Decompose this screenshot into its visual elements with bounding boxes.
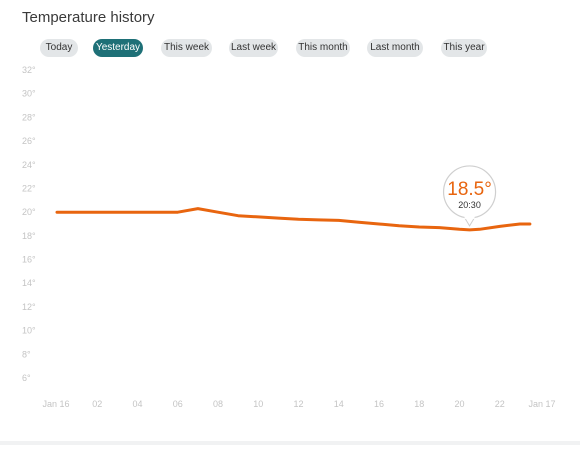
y-tick-label: 24° (22, 160, 36, 170)
temperature-line (55, 207, 532, 232)
divider (0, 441, 580, 445)
x-tick-label: 08 (213, 399, 223, 409)
y-tick-label: 8° (22, 349, 31, 359)
x-tick-label: 06 (173, 399, 183, 409)
y-tick-label: 22° (22, 183, 36, 193)
x-tick-label: 10 (253, 399, 263, 409)
x-tick-label: 12 (293, 399, 303, 409)
range-today-button[interactable]: Today (40, 39, 78, 57)
range-this-year-button[interactable]: This year (441, 39, 487, 57)
y-tick-label: 30° (22, 89, 36, 99)
y-tick-label: 14° (22, 278, 36, 288)
range-last-week-button[interactable]: Last week (229, 39, 278, 57)
x-tick-label: 02 (92, 399, 102, 409)
y-tick-label: 6° (22, 373, 31, 383)
y-tick-label: 10° (22, 326, 36, 336)
page-title: Temperature history (22, 9, 155, 26)
range-this-month-button[interactable]: This month (296, 39, 350, 57)
x-tick-label: Jan 17 (528, 399, 555, 409)
y-tick-label: 26° (22, 136, 36, 146)
range-last-month-button[interactable]: Last month (367, 39, 423, 57)
range-yesterday-button[interactable]: Yesterday (93, 39, 143, 57)
x-tick-label: 14 (334, 399, 344, 409)
x-tick-label: Jan 16 (42, 399, 69, 409)
x-tick-label: 18 (414, 399, 424, 409)
tooltip-time: 20:30 (458, 200, 481, 210)
y-tick-label: 28° (22, 112, 36, 122)
y-tick-label: 32° (22, 65, 36, 75)
y-tick-label: 18° (22, 231, 36, 241)
x-tick-label: 20 (454, 399, 464, 409)
range-this-week-button[interactable]: This week (161, 39, 212, 57)
y-tick-label: 12° (22, 302, 36, 312)
y-tick-label: 16° (22, 255, 36, 265)
y-tick-label: 20° (22, 207, 36, 217)
x-tick-label: 04 (132, 399, 142, 409)
x-tick-label: 22 (495, 399, 505, 409)
value-tooltip: 18.5°20:30 (442, 165, 497, 227)
tooltip-value: 18.5° (447, 179, 492, 200)
x-tick-label: 16 (374, 399, 384, 409)
tooltip-mask (464, 213, 475, 219)
